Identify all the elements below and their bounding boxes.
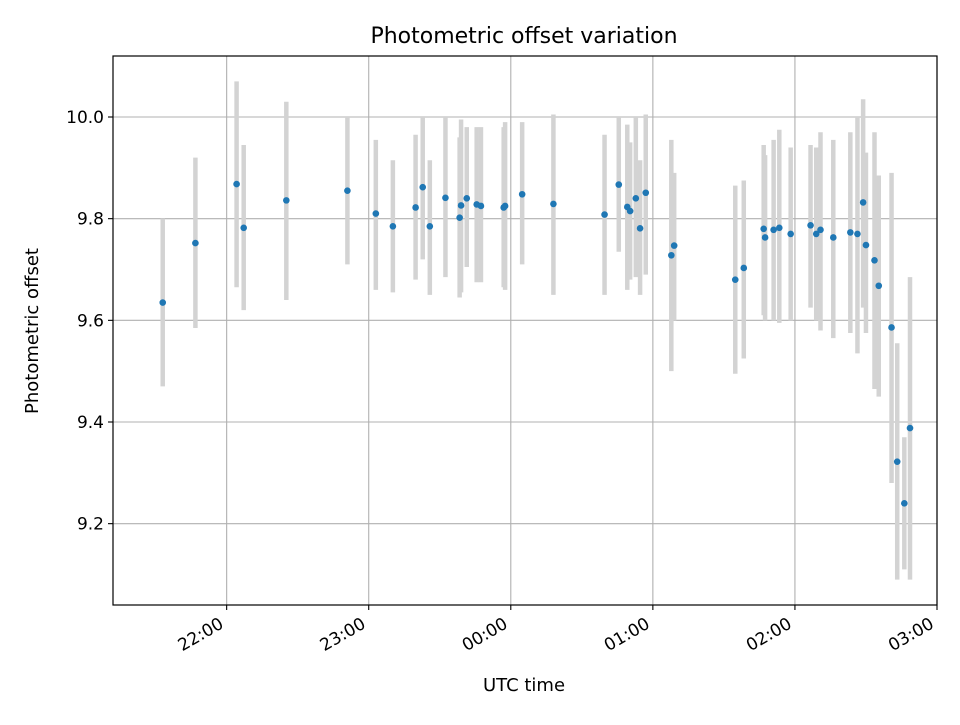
y-tick-label: 9.8 [77,210,104,230]
data-point [893,458,901,465]
data-point [812,230,820,238]
data-point [550,200,557,208]
y-tick-label: 9.6 [77,311,104,331]
data-point [760,225,767,233]
data-point [615,181,623,188]
data-point [871,257,878,264]
data-point [456,214,463,221]
data-point [862,241,870,249]
data-point [787,230,794,238]
data-point [632,195,640,202]
data-point [817,226,824,234]
data-point [888,324,895,331]
x-axis-label: UTC time [483,675,565,696]
data-point [419,183,427,191]
y-tick-label: 10.0 [66,108,104,128]
data-point [501,202,509,210]
data-point [906,424,914,432]
data-point [518,190,526,198]
data-point [477,202,485,210]
data-point [670,242,678,249]
data-point [344,187,351,195]
data-point [770,226,777,234]
data-point [372,210,380,217]
data-point [426,222,434,230]
data-point [875,282,883,290]
data-point [159,299,167,306]
data-point [412,204,419,211]
y-axis-label: Photometric offset [22,248,43,414]
data-point [859,199,867,206]
chart-title: Photometric offset variation [370,24,677,49]
data-point [240,224,248,232]
y-tick-label: 9.2 [77,515,104,535]
data-point [854,230,861,238]
data-point [233,180,240,188]
data-point [668,251,675,259]
data-point [776,224,783,232]
data-point [389,222,397,230]
data-point [829,234,837,241]
data-point [807,221,814,229]
y-tick-label: 9.4 [77,413,104,433]
data-point [457,202,465,209]
data-point [442,194,449,202]
data-point [642,189,650,197]
data-point [463,195,471,202]
data-point [626,207,634,215]
data-point [601,211,608,218]
data-point [192,239,199,247]
data-point [731,276,739,283]
data-point [636,225,644,232]
data-point [283,197,290,204]
data-point [847,229,854,236]
data-points [159,180,914,507]
data-point [740,264,748,272]
data-point [901,500,908,507]
plot-frame [112,55,938,606]
data-point [761,234,769,241]
